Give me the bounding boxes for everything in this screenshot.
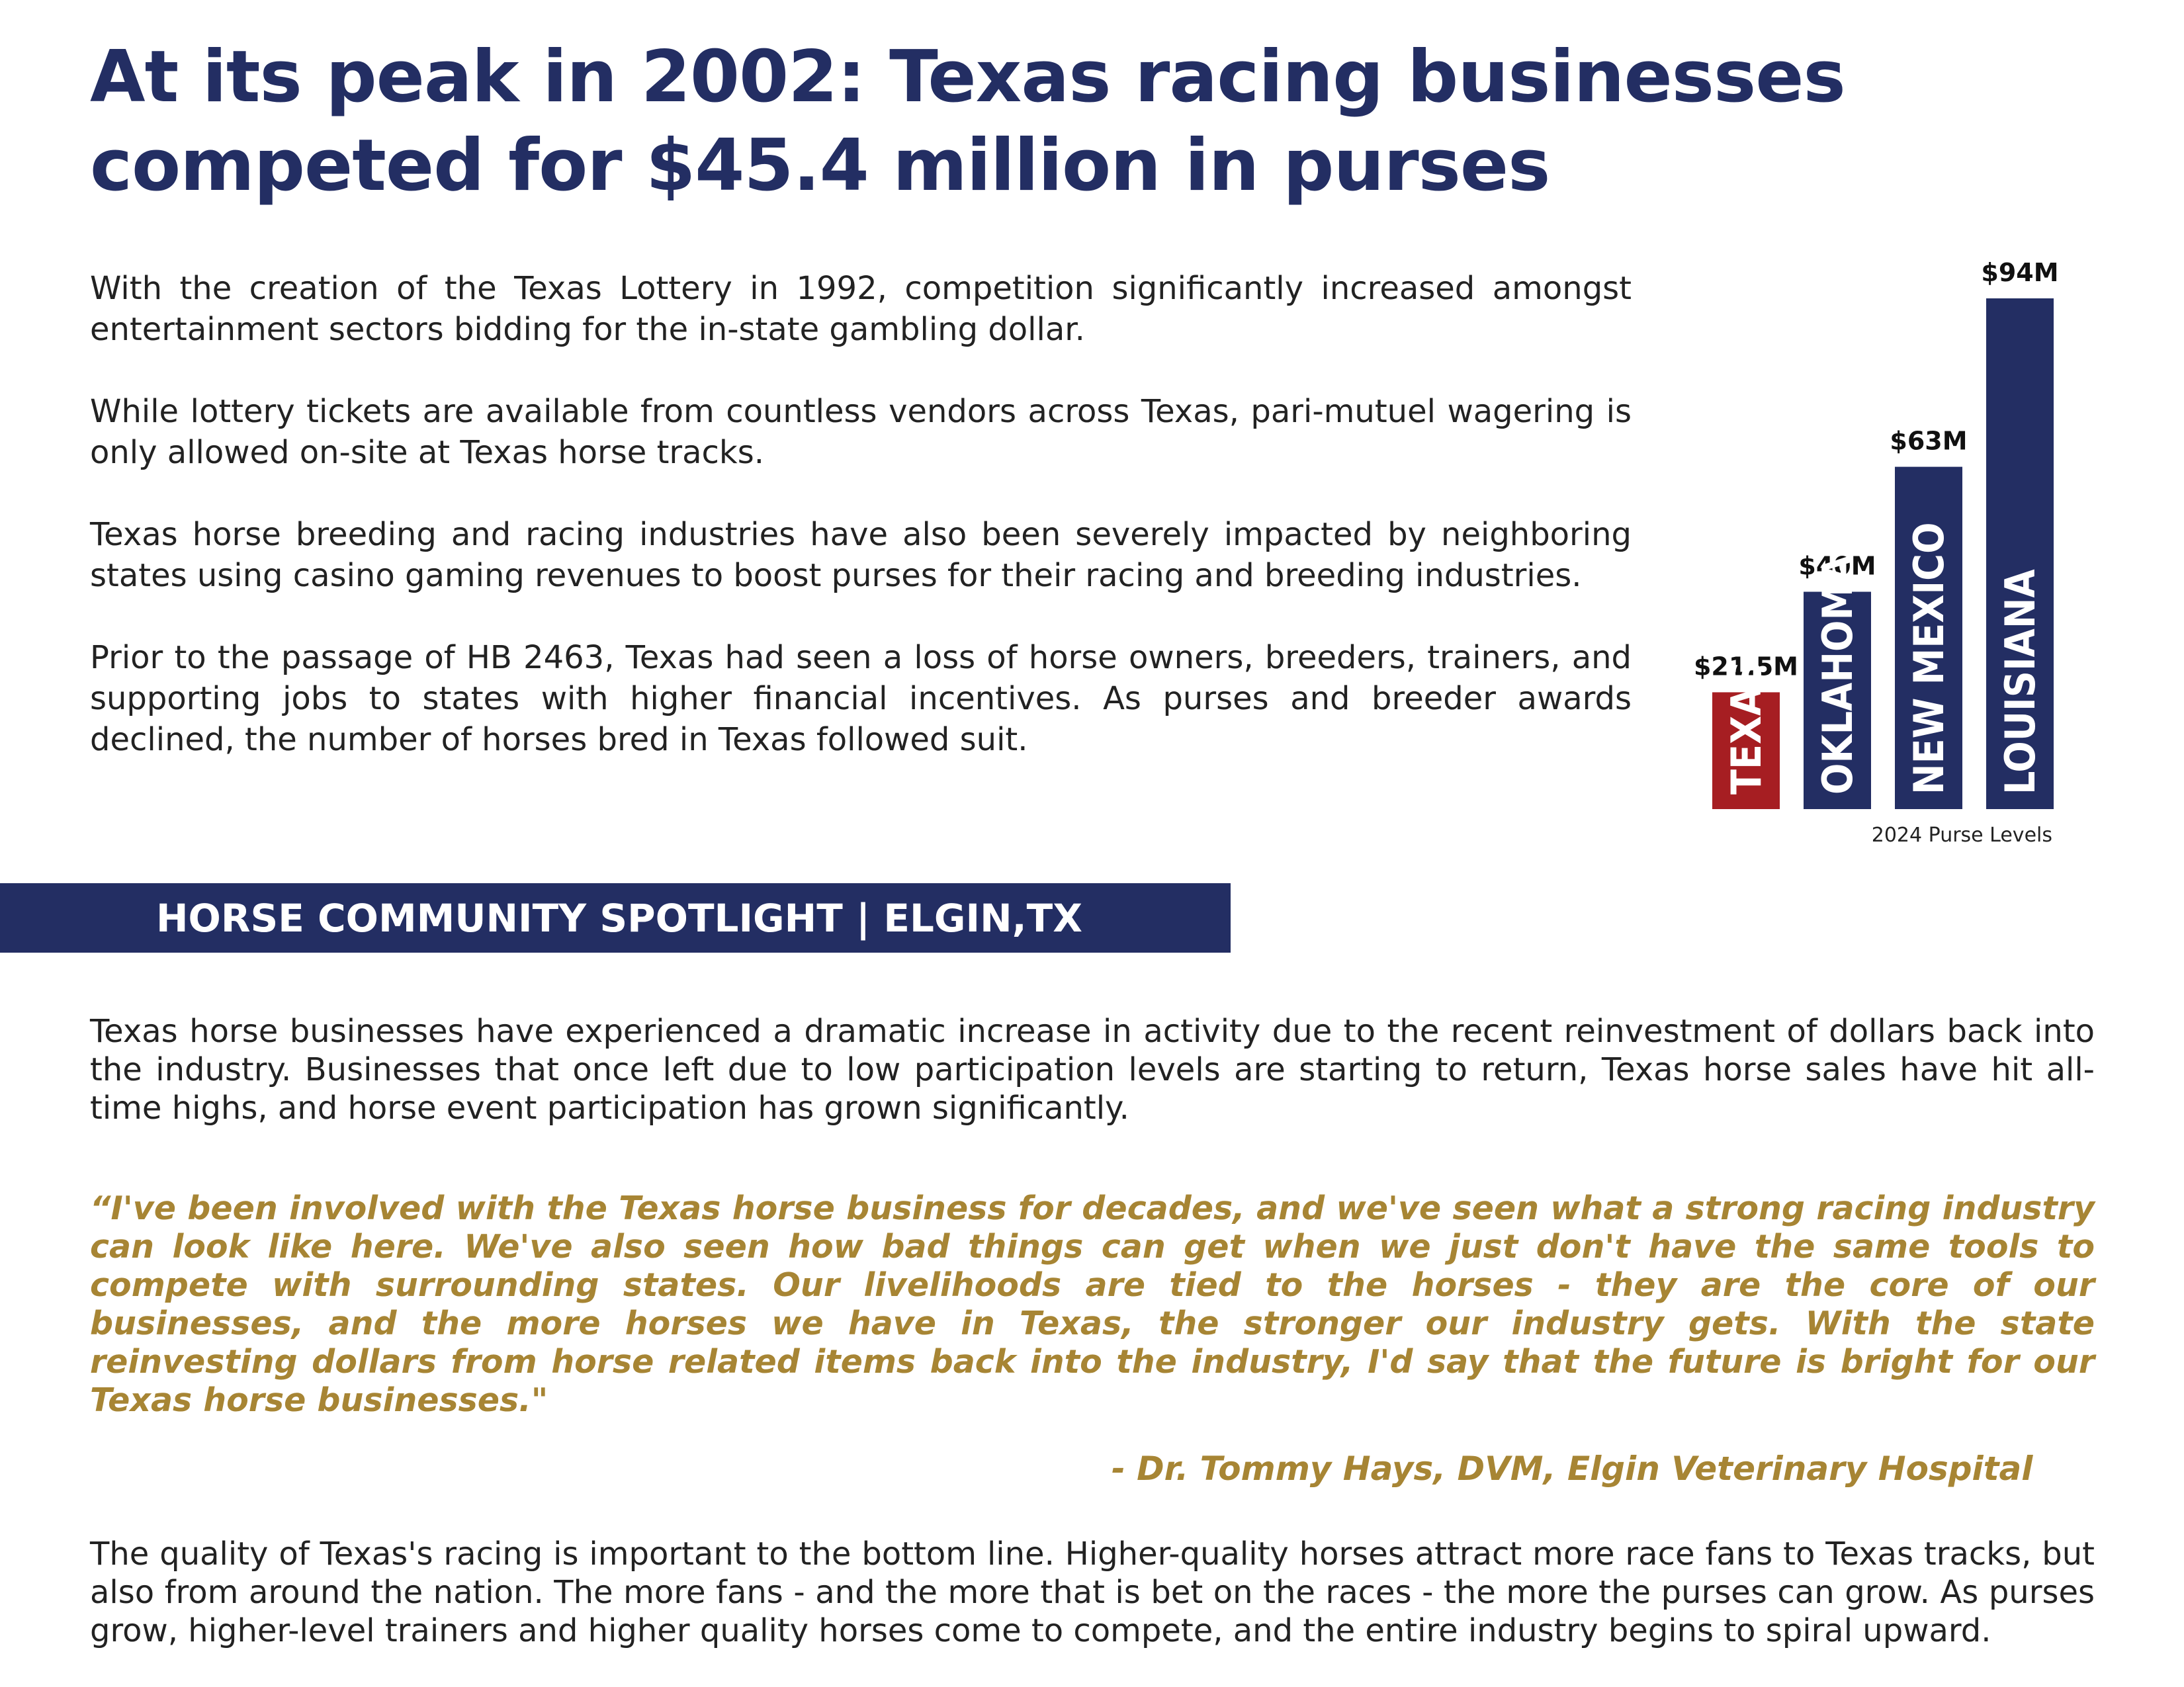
bar-value-label: $21.5M xyxy=(1694,652,1798,681)
bar-category-label: TEXAS xyxy=(1722,660,1770,795)
page-title: At its peak in 2002: Texas racing busine… xyxy=(90,33,2009,210)
bar-value-label: $94M xyxy=(1981,258,2058,287)
spotlight-banner: HORSE COMMUNITY SPOTLIGHT | ELGIN,TX xyxy=(0,883,1231,953)
bar-value-label: $40M xyxy=(1798,551,1876,580)
testimonial-quote: “I've been involved with the Texas horse… xyxy=(90,1190,2095,1419)
bar-category-label: LOUISIANA xyxy=(1996,569,2044,795)
intro-paragraph-2: While lottery tickets are available from… xyxy=(90,393,1632,471)
intro-paragraph-3: Texas horse breeding and racing industri… xyxy=(90,516,1632,594)
closing-paragraph: The quality of Texas's racing is importa… xyxy=(90,1536,2095,1649)
bar-category-label: OKLAHOMA xyxy=(1813,555,1862,795)
bar-value-label: $63M xyxy=(1890,427,1967,456)
title-line-1: At its peak in 2002: Texas racing busine… xyxy=(90,36,1846,118)
bar-new-mexico xyxy=(1895,466,1962,809)
spotlight-heading: HORSE COMMUNITY SPOTLIGHT | ELGIN,TX xyxy=(156,896,1082,941)
chart-caption: 2024 Purse Levels xyxy=(1872,824,2052,847)
bar-category-label: NEW MEXICO xyxy=(1905,523,1953,795)
bar-texas xyxy=(1712,692,1780,809)
spotlight-paragraph: Texas horse businesses have experienced … xyxy=(90,1013,2095,1127)
bar-louisiana xyxy=(1986,298,2054,809)
title-line-2: competed for $45.4 million in purses xyxy=(90,124,1550,207)
purse-levels-chart: $21.5M TEXAS $40M OKLAHOMA $63M NEW MEXICO $94… xyxy=(1681,251,2077,860)
intro-paragraph-1: With the creation of the Texas Lottery i… xyxy=(90,270,1632,348)
quote-attribution: - Dr. Tommy Hays, DVM, Elgin Veterinary … xyxy=(1112,1449,2033,1488)
intro-section: With the creation of the Texas Lottery i… xyxy=(90,268,1632,801)
bar-oklahoma xyxy=(1804,591,1871,809)
intro-paragraph-4: Prior to the passage of HB 2463, Texas h… xyxy=(90,639,1632,758)
